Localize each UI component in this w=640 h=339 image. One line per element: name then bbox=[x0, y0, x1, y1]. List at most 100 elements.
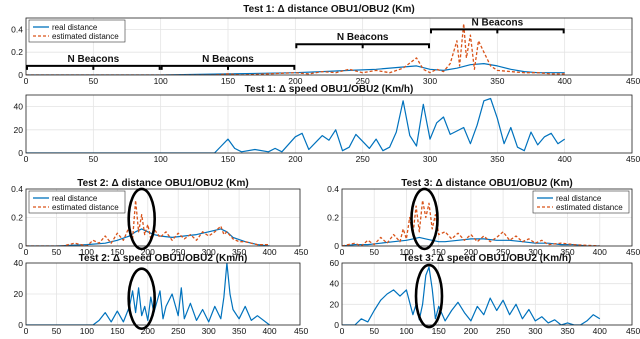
test2-distance-xtick-label: 400 bbox=[262, 247, 276, 257]
test1-speed-plot-area bbox=[26, 95, 632, 153]
test1-distance-beacon-label: N Beacons bbox=[67, 54, 119, 65]
test1-distance-xtick-label: 50 bbox=[89, 76, 99, 86]
test2-distance-legend-label: real distance bbox=[52, 194, 98, 203]
test2-distance-legend-label: estimated distance bbox=[52, 203, 119, 212]
test3-speed-series-line bbox=[342, 266, 601, 325]
test1-distance-series-group bbox=[26, 23, 565, 75]
test3-speed-xtick-label: 150 bbox=[432, 326, 446, 336]
test1-distance-ytick-label: 0.2 bbox=[11, 47, 23, 57]
test1-distance-bracket-line bbox=[26, 64, 161, 70]
test3-speed-xtick-label: 100 bbox=[399, 326, 413, 336]
test3-distance-legend-label: estimated distance bbox=[556, 203, 623, 212]
test1-distance-legend-label: real distance bbox=[52, 23, 98, 32]
test1-speed-xtick-label: 450 bbox=[626, 154, 640, 164]
test1-distance-xtick-label: 0 bbox=[24, 76, 29, 86]
test1-distance-xtick-label: 300 bbox=[423, 76, 437, 86]
test3-distance-xtick-label: 300 bbox=[528, 247, 542, 257]
test2-distance-xtick-label: 450 bbox=[294, 247, 308, 257]
test1-speed-series-group bbox=[26, 97, 566, 153]
test3-distance-legend-label: real distance bbox=[556, 194, 602, 203]
test1-distance-ytick-label: 0 bbox=[18, 70, 23, 80]
test2-distance-series-estimated-distance bbox=[26, 199, 270, 246]
test1-speed-ytick-label: 40 bbox=[14, 102, 24, 112]
test1-distance-chart: 0 50 100 150 200 250 300 350 400 450 0 0.2 0.4 Test 1… bbox=[11, 4, 640, 86]
test2-distance-chart: 0 50 100 150 200 250 300 350 400 450 0 0.2 0.4 Test 2… bbox=[11, 178, 308, 257]
test1-speed-xtick-label: 150 bbox=[221, 154, 235, 164]
test2-distance-highlight-ellipse bbox=[127, 187, 156, 251]
test1-speed-series-line bbox=[26, 97, 566, 153]
test1-distance-axes-frame bbox=[25, 17, 633, 76]
test3-speed-xtick-label: 200 bbox=[464, 326, 478, 336]
test1-distance-legend-label: estimated distance bbox=[52, 32, 119, 41]
test2-distance-xtick-label: 350 bbox=[232, 247, 246, 257]
test3-distance-series-group bbox=[342, 199, 600, 246]
test2-speed-ytick-label: 40 bbox=[14, 258, 24, 268]
test2-speed-xtick-label: 250 bbox=[171, 326, 185, 336]
test2-distance-xtick-label: 300 bbox=[202, 247, 216, 257]
test1-speed-title: Test 1: Δ speed OBU1/OBU2 (Km/h) bbox=[245, 84, 414, 95]
test1-distance-xtick-label: 200 bbox=[288, 76, 302, 86]
test1-distance-beacon-bracket: N Beacons bbox=[430, 17, 565, 34]
test2-speed-xtick-label: 200 bbox=[141, 326, 155, 336]
test3-distance-legend-box bbox=[532, 190, 630, 214]
test3-speed-xtick-label: 450 bbox=[626, 326, 640, 336]
test1-speed-xtick-label: 100 bbox=[154, 154, 168, 164]
test2-distance-axes-frame bbox=[25, 188, 301, 247]
test2-distance-xtick-label: 150 bbox=[110, 247, 124, 257]
test3-distance-ytick-label: 0.4 bbox=[327, 184, 339, 194]
test3-speed-highlight-ellipse bbox=[414, 263, 444, 329]
test2-distance-ytick-label: 0.2 bbox=[11, 213, 23, 223]
test2-distance-xtick-label: 250 bbox=[171, 247, 185, 257]
test1-distance-series-real-distance bbox=[26, 62, 565, 75]
test3-speed-xtick-label: 350 bbox=[560, 326, 574, 336]
test3-distance-xtick-label: 250 bbox=[496, 247, 510, 257]
test2-speed-title: Test 2: Δ speed OBU1/OBU2 (Km/h) bbox=[79, 253, 248, 264]
test3-speed-ytick-label: 40 bbox=[330, 279, 340, 289]
test1-distance-xtick-label: 100 bbox=[154, 76, 168, 86]
test3-speed-xtick-label: 50 bbox=[369, 326, 379, 336]
test1-speed-ytick-label: 0 bbox=[18, 148, 23, 158]
test2-speed-xtick-label: 300 bbox=[202, 326, 216, 336]
test3-speed-axes-frame bbox=[341, 262, 633, 326]
test1-speed-xtick-label: 300 bbox=[423, 154, 437, 164]
test3-distance-xtick-label: 0 bbox=[340, 247, 345, 257]
test2-speed-xtick-label: 100 bbox=[80, 326, 94, 336]
test1-distance-bracket-line bbox=[430, 28, 565, 34]
test2-speed-xtick-label: 350 bbox=[232, 326, 246, 336]
test3-distance-xtick-label: 400 bbox=[593, 247, 607, 257]
test3-speed-ytick-label: 20 bbox=[330, 299, 340, 309]
test3-speed-xtick-label: 0 bbox=[340, 326, 345, 336]
test3-distance-xtick-label: 150 bbox=[432, 247, 446, 257]
test1-speed-xtick-label: 350 bbox=[490, 154, 504, 164]
test2-speed-ytick-label: 20 bbox=[14, 289, 24, 299]
test3-distance-series-estimated-distance bbox=[342, 199, 600, 246]
test2-distance-xtick-label: 200 bbox=[141, 247, 155, 257]
test2-distance-xtick-label: 50 bbox=[52, 247, 62, 257]
test2-speed-xtick-label: 50 bbox=[52, 326, 62, 336]
test1-speed-axes-frame bbox=[25, 94, 633, 154]
test2-speed-series-group bbox=[26, 263, 270, 325]
test1-distance-legend-box bbox=[28, 19, 126, 43]
test3-distance-axes-frame bbox=[341, 188, 633, 247]
test2-speed-ytick-label: 0 bbox=[18, 320, 23, 330]
test1-distance-beacon-label: N Beacons bbox=[202, 54, 254, 65]
test3-speed-ytick-label: 0 bbox=[334, 320, 339, 330]
test3-speed-xtick-label: 250 bbox=[496, 326, 510, 336]
test1-speed-chart: 0 50 100 150 200 250 300 350 400 450 0 20 40 Test 1: … bbox=[14, 84, 640, 164]
test2-speed-xtick-label: 450 bbox=[294, 326, 308, 336]
test3-distance-xtick-label: 350 bbox=[560, 247, 574, 257]
test1-speed-xtick-label: 0 bbox=[24, 154, 29, 164]
test1-distance-xtick-label: 150 bbox=[221, 76, 235, 86]
test1-distance-beacon-label: N Beacons bbox=[337, 32, 389, 43]
test1-distance-xtick-label: 350 bbox=[490, 76, 504, 86]
test1-distance-bracket-line bbox=[295, 43, 430, 49]
test2-speed-series-line bbox=[26, 263, 270, 325]
test3-distance-title: Test 3: Δ distance OBU1/OBU2 (Km) bbox=[401, 178, 572, 189]
test1-distance-beacon-bracket: N Beacons bbox=[295, 32, 430, 49]
test2-distance-title: Test 2: Δ distance OBU1/OBU2 (Km) bbox=[77, 178, 248, 189]
test3-speed-xtick-label: 300 bbox=[528, 326, 542, 336]
test3-speed-xtick-label: 400 bbox=[593, 326, 607, 336]
test3-distance-series-real-distance bbox=[342, 236, 600, 246]
test3-distance-xtick-label: 450 bbox=[626, 247, 640, 257]
